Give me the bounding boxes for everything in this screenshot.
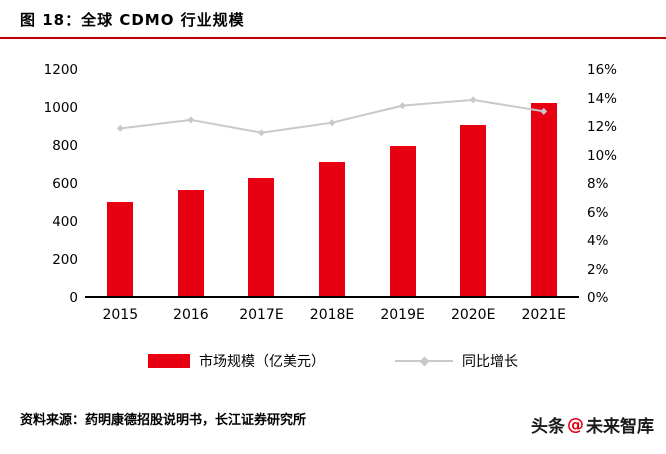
bar-slot-2015	[85, 70, 156, 296]
bars	[85, 70, 579, 296]
bar-slot-2016	[156, 70, 227, 296]
x-tick-2020E: 2020E	[450, 307, 496, 323]
tick-label: 12%	[587, 119, 618, 135]
legend-label-market-size: 市场规模（亿美元）	[199, 354, 325, 370]
tick-label: 1000	[43, 100, 78, 116]
tick-label: 6%	[587, 204, 609, 221]
tick-label: 2%	[587, 261, 609, 278]
bar-slot-2020E	[438, 70, 509, 296]
bar-2016	[177, 189, 204, 296]
tick-label: 4%	[587, 233, 609, 249]
x-tick-2018E: 2018E	[309, 307, 355, 323]
bar-slot-2021E	[508, 70, 579, 296]
bar-slot-2018E	[297, 70, 368, 296]
bar-2020E	[460, 124, 487, 296]
watermark-at-icon: @	[567, 414, 584, 435]
x-tick-2021E: 2021E	[521, 307, 566, 323]
bar-2018E	[319, 162, 346, 296]
tick-label: 600	[52, 176, 78, 192]
source-note: 资料来源：药明康德招股说明书，长江证券研究所	[20, 413, 307, 428]
legend: 市场规模（亿美元） 同比增长	[0, 351, 666, 371]
tick-label: 0%	[587, 290, 609, 306]
bar-2019E	[389, 146, 416, 296]
bar-2021E	[530, 102, 557, 296]
left-axis: 1200 1000 800 600 400 200 0	[18, 63, 78, 305]
x-tick-2016: 2016	[173, 307, 209, 323]
title-underline-divider	[0, 37, 666, 39]
tick-label: 200	[52, 252, 78, 268]
chart-title: 图 18：全球 CDMO 行业规模	[20, 11, 245, 29]
watermark-prefix: 头条	[531, 417, 565, 437]
growth-line-svg	[116, 96, 548, 137]
legend-label-yoy-growth: 同比增长	[462, 354, 518, 370]
tick-label: 10%	[587, 147, 618, 164]
bar-slot-2017E	[226, 70, 297, 296]
tick-label: 400	[52, 214, 78, 230]
tick-label: 8%	[587, 176, 609, 192]
tick-label: 0	[69, 290, 78, 306]
bar-2015	[107, 201, 134, 296]
bar-slot-2019E	[367, 70, 438, 296]
plot-area	[85, 70, 579, 298]
legend-bar-swatch-icon	[148, 354, 190, 368]
x-axis-labels: 2015 2016 2017E 2018E 2019E 2020E 2021E	[85, 307, 579, 323]
tick-label: 16%	[587, 62, 618, 78]
x-tick-2017E: 2017E	[239, 307, 284, 323]
legend-line-swatch-icon	[395, 356, 453, 366]
x-tick-2015: 2015	[102, 307, 139, 323]
legend-item-yoy-growth: 同比增长	[395, 351, 518, 371]
watermark-name: 未来智库	[586, 417, 654, 437]
tick-label: 1200	[43, 62, 78, 78]
tick-label: 800	[52, 138, 78, 154]
tick-label: 14%	[587, 90, 618, 107]
x-tick-2019E: 2019E	[380, 307, 425, 323]
legend-diamond-marker-icon	[419, 356, 429, 366]
right-axis: 16% 14% 12% 10% 8% 6% 4% 2% 0%	[587, 63, 647, 305]
watermark: 头条 @ 未来智库	[531, 412, 654, 438]
bar-2017E	[248, 178, 275, 296]
legend-item-market-size: 市场规模（亿美元）	[148, 351, 325, 371]
